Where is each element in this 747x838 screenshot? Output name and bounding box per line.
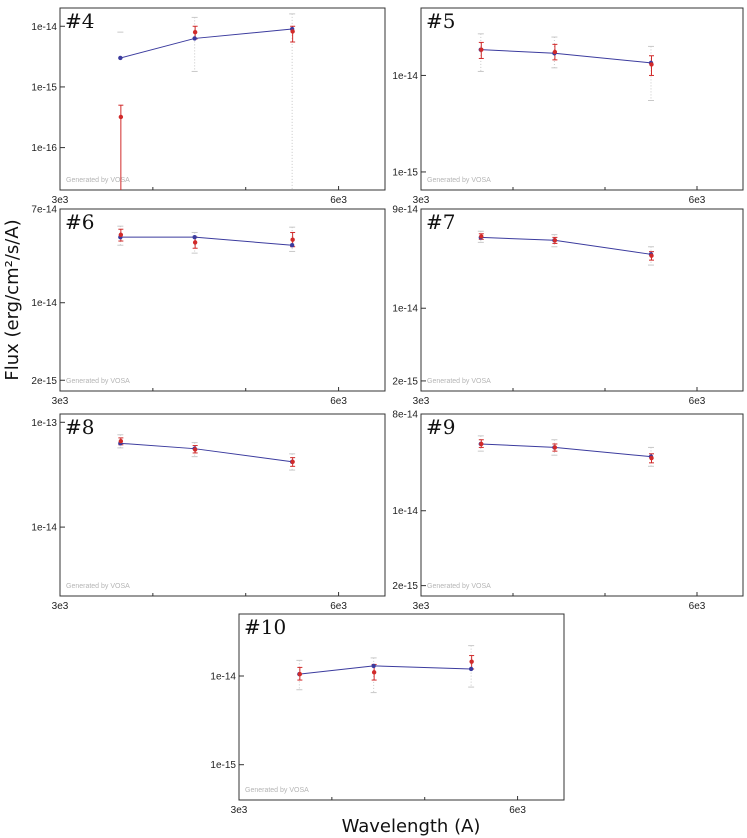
- model-point: [192, 36, 197, 41]
- y-tick-label: 2e-15: [392, 581, 418, 592]
- x-tick-label: 6e3: [330, 195, 347, 206]
- observed-point: [371, 670, 377, 675]
- y-tick-label: 1e-14: [392, 71, 418, 82]
- x-tick-label: 3e3: [52, 195, 69, 206]
- y-tick-label: 1e-13: [31, 418, 57, 429]
- x-tick-label: 3e3: [413, 195, 430, 206]
- observed-point: [479, 441, 484, 447]
- observed-point: [552, 49, 558, 55]
- y-tick-label: 1e-15: [210, 760, 236, 771]
- watermark: Generated by VOSA: [427, 583, 491, 590]
- y-tick-label: 1e-14: [31, 22, 57, 33]
- observed-point: [649, 62, 654, 67]
- watermark: Generated by VOSA: [66, 583, 130, 590]
- y-tick-label: 1e-16: [31, 143, 57, 154]
- panel-label: #6: [65, 210, 94, 234]
- observed-point: [192, 240, 198, 245]
- x-tick-label: 3e3: [413, 396, 430, 407]
- model-point: [192, 234, 197, 240]
- watermark: Generated by VOSA: [66, 378, 130, 385]
- y-tick-label: 9e-14: [392, 205, 418, 216]
- panel-label: #9: [426, 415, 455, 439]
- model-point: [289, 243, 295, 248]
- observed-point: [552, 238, 558, 243]
- chart-panel: #9 Generated by VOSA 8e-14 1e-14 2e-15 3e3 6e3: [392, 410, 744, 612]
- observed-point: [118, 232, 124, 237]
- observed-point: [290, 29, 295, 34]
- observed-point: [290, 237, 295, 242]
- y-tick-label: 8e-14: [392, 410, 418, 421]
- observed-point: [649, 253, 654, 258]
- observed-point: [192, 447, 198, 452]
- y-tick-label: 1e-15: [31, 82, 57, 93]
- y-tick-label: 1e-14: [210, 672, 236, 683]
- y-tick-label: 7e-14: [31, 205, 57, 216]
- x-tick-label: 6e3: [330, 601, 347, 612]
- panel-label: #10: [244, 615, 286, 639]
- x-tick-label: 6e3: [689, 396, 706, 407]
- observed-point: [552, 445, 558, 450]
- y-tick-label: 2e-15: [392, 376, 418, 387]
- chart-panel: #8 Generated by VOSA 1e-13 1e-14 3e3 6e3: [31, 413, 386, 612]
- observed-point: [192, 29, 198, 35]
- y-tick-label: 1e-14: [392, 304, 418, 315]
- x-tick-label: 6e3: [689, 195, 706, 206]
- chart-panel: #5 Generated by VOSA 1e-14 1e-15 3e3 6e3: [392, 7, 744, 206]
- observed-point: [118, 114, 124, 120]
- panel-frame: [238, 613, 565, 801]
- x-tick-label: 6e3: [689, 601, 706, 612]
- observed-point: [479, 47, 484, 52]
- observed-point: [479, 234, 484, 239]
- panel-label: #5: [426, 9, 455, 33]
- y-tick-label: 2e-15: [31, 376, 57, 387]
- model-point: [371, 663, 376, 669]
- y-axis-title: Flux (erg/cm²/s/A): [2, 219, 23, 380]
- x-tick-label: 6e3: [509, 805, 526, 816]
- panel-frame: [420, 7, 744, 191]
- chart-panel: #10 Generated by VOSA 1e-14 1e-15 3e3 6e3: [210, 613, 565, 816]
- observed-point: [118, 439, 124, 444]
- watermark: Generated by VOSA: [66, 177, 130, 184]
- watermark: Generated by VOSA: [245, 787, 309, 794]
- y-tick-label: 1e-15: [392, 167, 418, 178]
- panel-label: #7: [426, 210, 455, 234]
- y-tick-label: 1e-14: [392, 506, 418, 517]
- chart-panel: #6 Generated by VOSA 7e-14 1e-14 2e-15 3e3 6e3: [31, 205, 386, 407]
- watermark: Generated by VOSA: [427, 177, 491, 184]
- y-tick-label: 1e-14: [31, 298, 57, 309]
- panel-label: #4: [65, 9, 94, 33]
- observed-point: [649, 455, 654, 461]
- y-tick-label: 1e-14: [31, 523, 57, 534]
- model-point: [468, 666, 474, 672]
- chart-panel: #4 Generated by VOSA 1e-14 1e-15 1e-16 3e3 6e3: [31, 7, 386, 206]
- observed-point: [297, 671, 303, 677]
- observed-point: [290, 459, 295, 464]
- panel-frame: [420, 413, 744, 597]
- x-tick-label: 3e3: [231, 805, 248, 816]
- x-tick-label: 3e3: [52, 396, 69, 407]
- x-axis-title: Wavelength (A): [342, 816, 481, 837]
- panel-frame: [59, 413, 386, 597]
- panel-frame: [59, 208, 386, 392]
- x-tick-label: 6e3: [330, 396, 347, 407]
- observed-point: [469, 659, 474, 664]
- model-point: [118, 55, 123, 61]
- x-tick-label: 3e3: [413, 601, 430, 612]
- chart-panel: #7 Generated by VOSA 9e-14 1e-14 2e-15 3e3 6e3: [392, 205, 744, 407]
- panel-frame: [59, 7, 386, 191]
- x-tick-label: 3e3: [52, 601, 69, 612]
- panel-frame: [420, 208, 744, 392]
- panel-label: #8: [65, 415, 94, 439]
- watermark: Generated by VOSA: [427, 378, 491, 385]
